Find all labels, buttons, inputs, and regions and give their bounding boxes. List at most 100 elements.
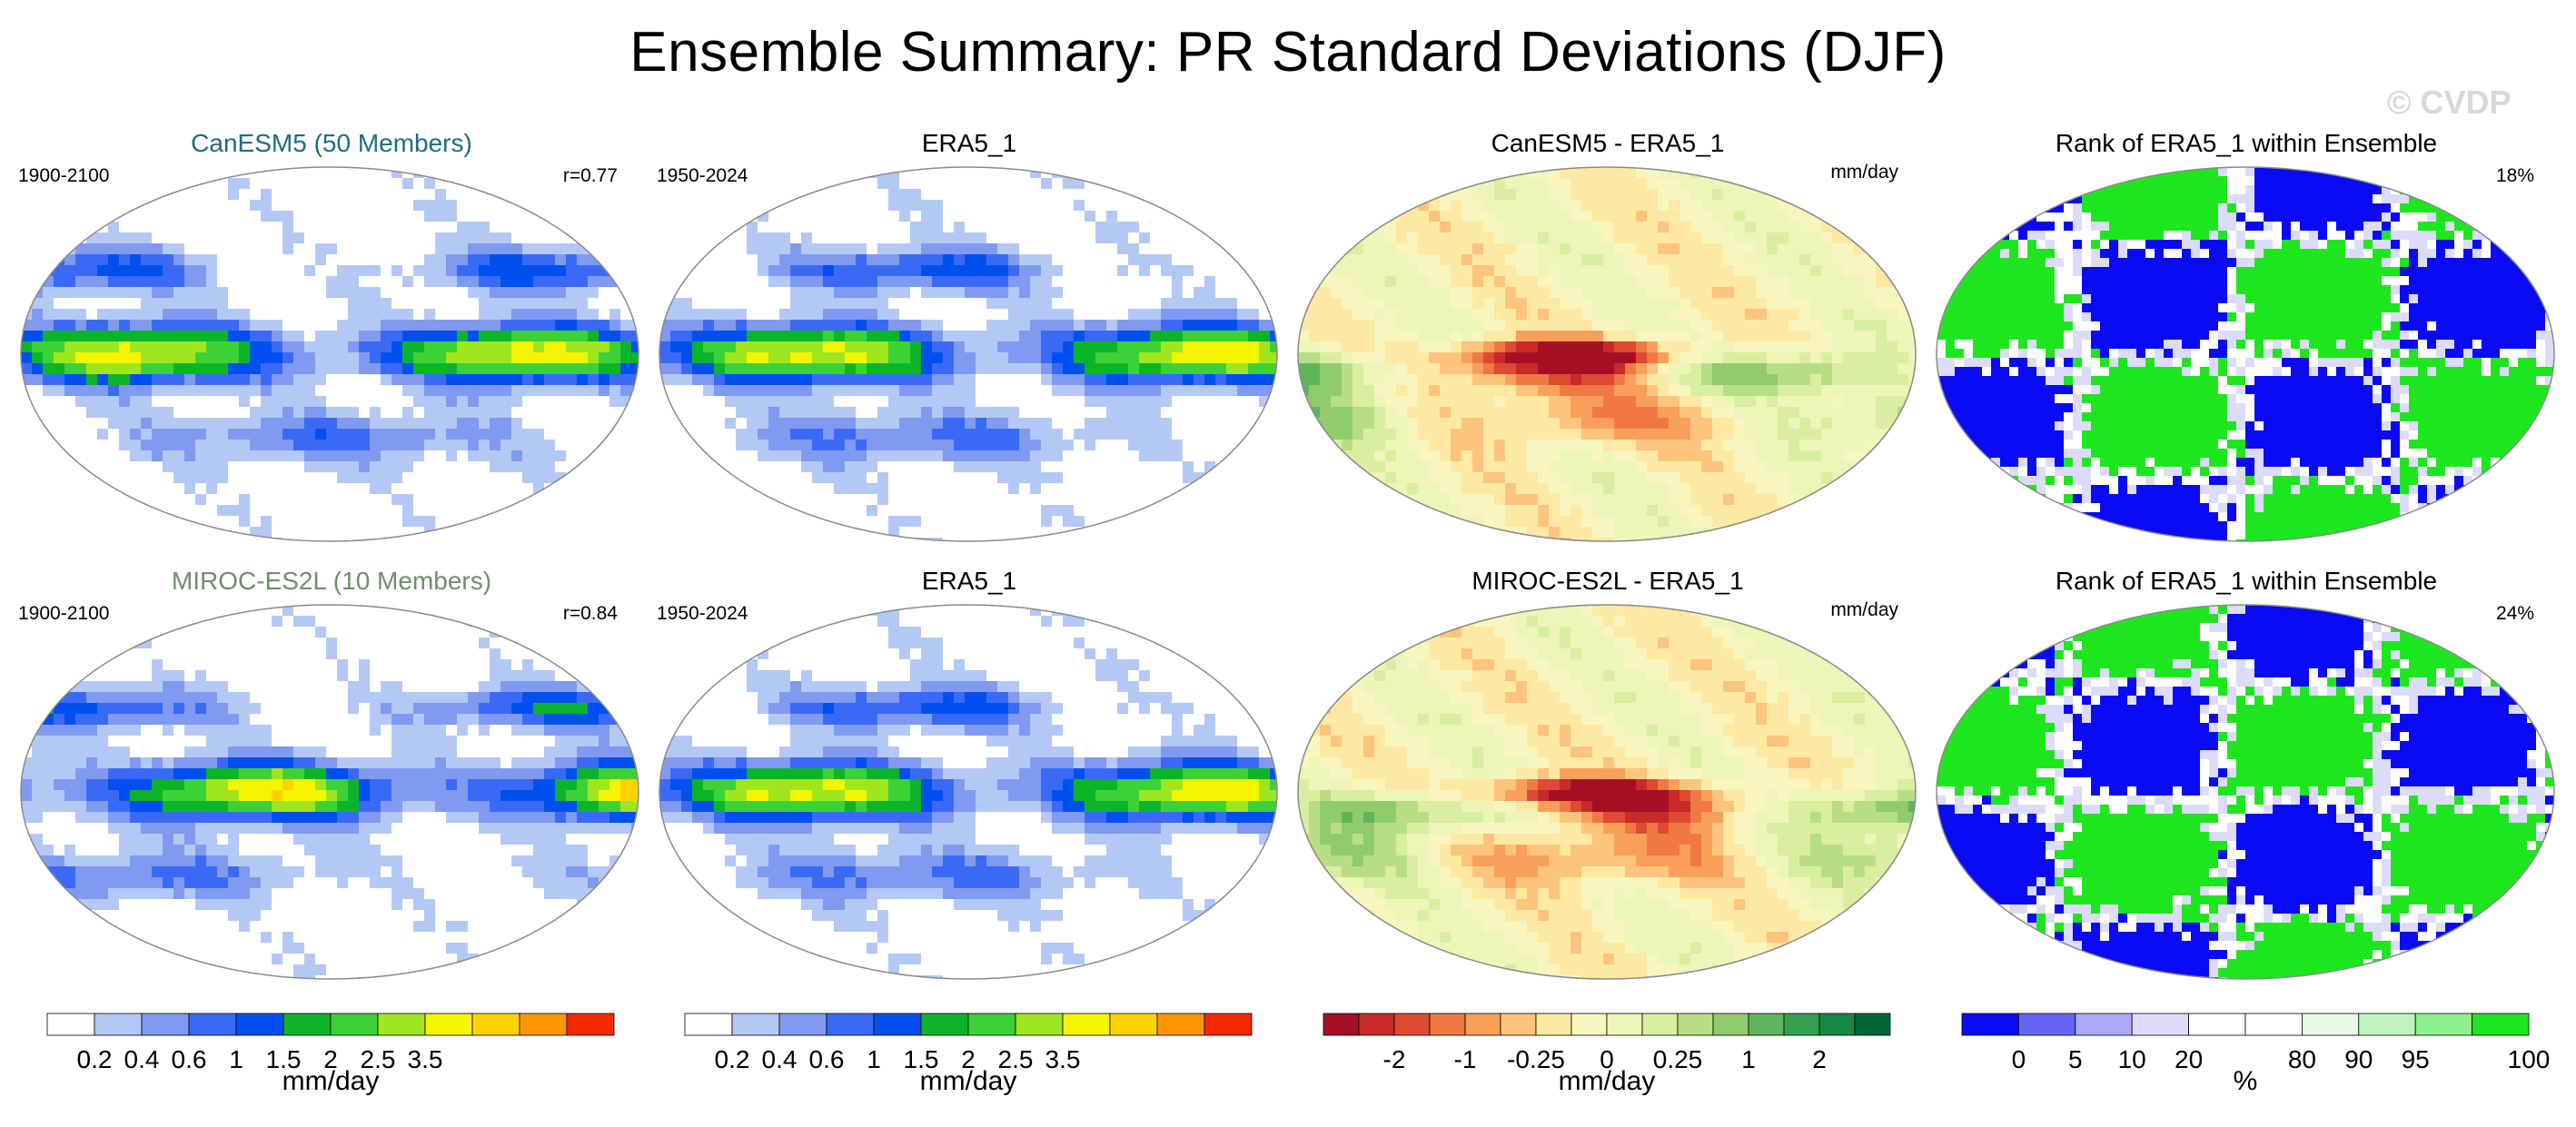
map-outline [1297,166,1917,542]
std-colorbar-2-box [1015,1013,1064,1036]
rank-colorbar-tick-label: 10 [2118,1045,2146,1073]
map-field [1937,167,2554,541]
std-colorbar-1-box [566,1013,615,1036]
diff-colorbar-box [1677,1013,1714,1036]
diff-colorbar-box [1570,1013,1608,1036]
diff-colorbar-box [1393,1013,1431,1036]
std-colorbar-1-box [377,1013,426,1036]
rank-colorbar-box [2075,1013,2133,1036]
map-outline [20,604,639,980]
std-colorbar-2-box [826,1013,875,1036]
map-field [659,167,1277,541]
map-field [1937,605,2554,979]
std-colorbar-2-box [778,1013,827,1036]
rank-colorbar-tick-label: 5 [2068,1045,2083,1073]
std-colorbar-2-tick-label: 2.5 [998,1045,1034,1073]
panel-title-r2c1: MIROC-ES2L (10 Members) [171,567,492,595]
map-panel-r1c3 [1297,166,1917,542]
map-outline [20,166,639,542]
std-colorbar-1-tick-label: 2.5 [361,1045,396,1073]
map-field [659,605,1277,979]
figure-title: Ensemble Summary: PR Standard Deviations… [629,21,1947,84]
panel-period-r2c2: 1950-2024 [657,603,748,624]
std-colorbar-2-box [1109,1013,1158,1036]
panel-period-r1c2: 1950-2024 [657,165,748,186]
diff-colorbar-box [1464,1013,1501,1036]
std-colorbar-2-box [731,1013,780,1036]
std-colorbar-2-box [1062,1013,1111,1036]
diff-colorbar: -2 -1 -0.25 0 0.25 1 2 [1323,1013,1891,1073]
diff-colorbar-tick-label: -1 [1454,1045,1477,1073]
panel-title-r2c2: ERA5_1 [921,567,1017,595]
map-panel-r2c2 [659,604,1278,980]
std-colorbar-2-box [967,1013,1016,1036]
std-colorbar-2-tick-label: 1.5 [904,1045,939,1073]
rank-colorbar-tick-label: 95 [2402,1045,2430,1073]
map-field [21,167,639,541]
std-colorbar-1-box [94,1013,143,1036]
diff-colorbar-box [1429,1013,1466,1036]
cvdp-watermark: © CVDP [2387,84,2512,121]
rank-colorbar-box [2414,1013,2473,1036]
std-colorbar-1-tick-label: 0.4 [124,1045,160,1073]
diff-colorbar-box [1500,1013,1537,1036]
panel-title-r1c3: CanESM5 - ERA5_1 [1491,129,1725,157]
std-colorbar-1: 0.2 0.4 0.6 1 1.5 2 2.5 3.5 [46,1013,615,1073]
map-outline [1936,166,2555,542]
std-colorbar-1-box [330,1013,379,1036]
std-colorbar-2-box [1156,1013,1205,1036]
rank-colorbar-tick-label: 90 [2344,1045,2373,1073]
std-colorbar-2-tick-label: 0.2 [715,1045,750,1073]
diff-colorbar-box [1854,1013,1891,1036]
rank-colorbar-box [2244,1013,2303,1036]
diff-colorbar-box [1748,1013,1785,1036]
map-panel-r1c4 [1936,166,2555,542]
rank-colorbar-units: % [2233,1066,2258,1096]
diff-colorbar-box [1783,1013,1820,1036]
std-colorbar-1-units: mm/day [282,1066,380,1096]
std-colorbar-2: 0.2 0.4 0.6 1 1.5 2 2.5 3.5 [684,1013,1253,1073]
std-colorbar-2-units: mm/day [919,1066,1017,1096]
rank-colorbar-box [2358,1013,2416,1036]
std-colorbar-2-box [684,1013,733,1036]
rank-colorbar-tick-label: 20 [2175,1045,2203,1073]
rank-colorbar-tick-label: 80 [2288,1045,2316,1073]
rank-colorbar-box [2301,1013,2360,1036]
diff-colorbar-box [1641,1013,1679,1036]
diff-colorbar-tick-label: 2 [1812,1045,1827,1073]
std-colorbar-2-tick-label: 2 [961,1045,976,1073]
panel-pct-r1c4: 18% [2495,165,2534,186]
map-panel-r2c1 [20,604,639,980]
std-colorbar-1-tick-label: 3.5 [408,1045,443,1073]
map-outline [1297,604,1917,980]
std-colorbar-1-tick-label: 2 [323,1045,338,1073]
panel-corr-r1c1: r=0.77 [562,165,618,186]
rank-colorbar-box [2472,1013,2530,1036]
diff-colorbar-tick-label: 1 [1741,1045,1756,1073]
diff-colorbar-box [1712,1013,1749,1036]
std-colorbar-2-box [920,1013,969,1036]
diff-colorbar-tick-label: 0.25 [1653,1045,1703,1073]
std-colorbar-2-tick-label: 3.5 [1045,1045,1081,1073]
std-colorbar-1-box [46,1013,95,1036]
panel-pct-r2c4: 24% [2495,603,2534,624]
std-colorbar-1-tick-label: 0.2 [77,1045,113,1073]
std-colorbar-2-box [873,1013,922,1036]
map-field [21,605,639,979]
rank-colorbar-box [2188,1013,2246,1036]
diff-colorbar-box [1535,1013,1572,1036]
std-colorbar-1-box [188,1013,237,1036]
panel-title-r2c3: MIROC-ES2L - ERA5_1 [1471,567,1744,595]
std-colorbar-2-tick-label: 0.4 [762,1045,798,1073]
diff-colorbar-tick-label: -0.25 [1507,1045,1565,1073]
diff-colorbar-box [1323,1013,1360,1036]
diff-colorbar-units: mm/day [1558,1066,1656,1096]
std-colorbar-2-tick-label: 1 [867,1045,881,1073]
panel-period-r1c1: 1900-2100 [18,165,110,186]
rank-colorbar-tick-label: 0 [2012,1045,2026,1073]
std-colorbar-1-tick-label: 0.6 [172,1045,207,1073]
map-outline [1936,604,2555,980]
diff-colorbar-tick-label: -2 [1383,1045,1406,1073]
std-colorbar-1-tick-label: 1.5 [266,1045,302,1073]
map-panel-r2c4 [1936,604,2555,980]
